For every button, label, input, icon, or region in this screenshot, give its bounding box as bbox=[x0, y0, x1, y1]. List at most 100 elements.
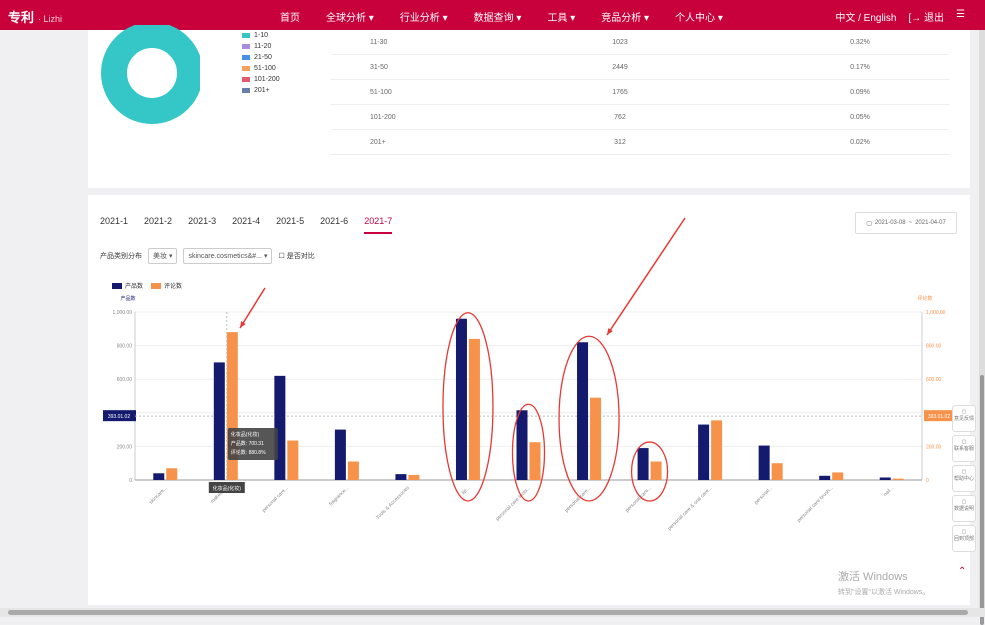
annotation-arrowhead bbox=[240, 321, 246, 328]
bar-reviews[interactable] bbox=[892, 478, 904, 480]
tab-2021-3[interactable]: 2021-3 bbox=[188, 216, 217, 226]
y-axis-label-left: 产品数 bbox=[120, 295, 135, 302]
bar-products[interactable] bbox=[698, 424, 710, 480]
bar-products[interactable] bbox=[758, 445, 770, 480]
bar-products[interactable] bbox=[879, 477, 891, 480]
bar-products[interactable] bbox=[395, 474, 407, 480]
bar-products[interactable] bbox=[153, 473, 165, 480]
bar-reviews[interactable] bbox=[468, 338, 480, 480]
subcategory-select[interactable]: skincare.cosmetics&#... ▾ bbox=[183, 248, 273, 264]
chart-legend: 产品数 评论数 bbox=[112, 281, 182, 290]
y-tick-left: 1,000.00 bbox=[113, 310, 133, 316]
menu-icon[interactable]: ☰ bbox=[956, 9, 965, 20]
bar-reviews[interactable] bbox=[347, 461, 359, 480]
nav-item[interactable]: 竞品分析 ▾ bbox=[601, 13, 650, 24]
table-cell-count: 1023 bbox=[612, 38, 628, 46]
table-cell-pct: 0.32% bbox=[850, 38, 870, 46]
chart-legend-item[interactable]: 评论数 bbox=[151, 281, 182, 290]
side-tool-button[interactable]: ▢ 意见反馈 bbox=[952, 405, 976, 432]
compare-checkbox[interactable]: ☐ 是否对比 bbox=[278, 253, 315, 260]
nav-item[interactable]: 首页 bbox=[280, 13, 300, 24]
bar-products[interactable] bbox=[334, 429, 346, 480]
table-row: 101-200 762 0.05% bbox=[330, 105, 950, 130]
donut-ring bbox=[101, 25, 200, 124]
bar-reviews[interactable] bbox=[408, 474, 420, 480]
bar-products[interactable] bbox=[516, 410, 528, 480]
bar-reviews[interactable] bbox=[529, 442, 541, 480]
y-axis-label-right: 评论数 bbox=[917, 295, 932, 302]
side-tool-button[interactable]: ▢ 联系客服 bbox=[952, 435, 976, 462]
range-table: 11-30 1023 0.32% 31-50 2449 0.17% 51-100 1765 0.… bbox=[330, 30, 950, 155]
tab-2021-6[interactable]: 2021-6 bbox=[320, 216, 349, 226]
range-legend-item: 21-50 bbox=[242, 52, 280, 63]
range-legend-item: 101-200 bbox=[242, 74, 280, 85]
nav-item[interactable]: 数据查询 ▾ bbox=[473, 13, 522, 24]
bar-reviews[interactable] bbox=[771, 463, 783, 480]
tab-2021-1[interactable]: 2021-1 bbox=[100, 216, 129, 226]
y-tick-left: 600.00 bbox=[117, 377, 133, 383]
tab-2021-5[interactable]: 2021-5 bbox=[276, 216, 305, 226]
bar-reviews[interactable] bbox=[226, 332, 238, 480]
bar-products[interactable] bbox=[819, 475, 831, 480]
category-select[interactable]: 美妆 ▾ bbox=[148, 248, 178, 264]
nav-item[interactable]: 工具 ▾ bbox=[547, 13, 576, 24]
chart-legend-item[interactable]: 产品数 bbox=[112, 281, 143, 290]
legend-swatch bbox=[242, 66, 250, 71]
table-cell-range: 201+ bbox=[370, 138, 386, 146]
bar-products[interactable] bbox=[637, 448, 649, 480]
annotation-circle bbox=[630, 441, 669, 502]
bar-reviews[interactable] bbox=[711, 420, 723, 480]
x-tick-label: Tools & Accessories bbox=[375, 485, 411, 521]
y-tick-left: 800.00 bbox=[117, 344, 133, 350]
chart-legend-label: 产品数 bbox=[125, 284, 144, 290]
tooltip bbox=[227, 428, 278, 460]
calendar-icon: ▢ bbox=[866, 220, 872, 227]
table-cell-pct: 0.09% bbox=[850, 88, 870, 96]
bar-reviews[interactable] bbox=[650, 461, 662, 480]
tab-2021-4[interactable]: 2021-4 bbox=[232, 216, 261, 226]
x-axis-tag bbox=[208, 482, 245, 493]
bar-products[interactable] bbox=[274, 375, 286, 480]
side-tool-button[interactable]: ▢ 帮助中心 bbox=[952, 465, 976, 492]
y-tick-right: 1,000.00 bbox=[926, 310, 946, 316]
x-tick-label: lip... bbox=[461, 485, 472, 496]
tab-2021-7[interactable]: 2021-7 bbox=[364, 216, 393, 234]
bar-products[interactable] bbox=[455, 318, 467, 480]
side-tool-button[interactable]: ▢ 回到顶部 bbox=[952, 525, 976, 552]
range-legend-label: 21-50 bbox=[254, 54, 272, 61]
annotation-arrow bbox=[606, 217, 686, 336]
y-tick-right: 0 bbox=[926, 478, 929, 484]
annotation-circle bbox=[558, 335, 620, 502]
y-tick-right: 800.00 bbox=[926, 344, 942, 350]
donut-chart bbox=[101, 25, 200, 124]
nav-item[interactable]: 个人中心 ▾ bbox=[675, 13, 723, 24]
y-tick-right: 600.00 bbox=[926, 377, 942, 383]
nav-item[interactable]: 行业分析 ▾ bbox=[399, 13, 448, 24]
bar-reviews[interactable] bbox=[166, 468, 178, 480]
language-switch[interactable]: 中文 / English bbox=[835, 13, 897, 24]
date-range-picker[interactable]: ▢ 2021-03-08 ~2021-04-07 bbox=[855, 212, 957, 234]
vertical-scrollbar[interactable] bbox=[979, 30, 985, 625]
side-tool-button[interactable]: ▢ 数据说明 bbox=[952, 495, 976, 522]
logo[interactable]: 专利 · Lizhi bbox=[8, 10, 63, 25]
tab-2021-2[interactable]: 2021-2 bbox=[144, 216, 173, 226]
side-tool-label: 数据说明 bbox=[953, 506, 974, 512]
legend-swatch bbox=[242, 88, 250, 93]
tooltip-line-products: 产品数: 700.31 bbox=[231, 440, 264, 447]
bar-reviews[interactable] bbox=[832, 472, 844, 480]
table-row: 11-30 1023 0.32% bbox=[330, 30, 950, 55]
horizontal-scrollbar[interactable] bbox=[0, 608, 985, 617]
chevron-up-icon[interactable]: ⌃ bbox=[958, 566, 967, 577]
x-tick-label: personal care... bbox=[624, 485, 653, 514]
bar-products[interactable] bbox=[577, 342, 589, 480]
tooltip-line-reviews: 评论数: 880.8% bbox=[231, 449, 266, 456]
bar-reviews[interactable] bbox=[590, 397, 602, 480]
table-cell-count: 762 bbox=[614, 113, 626, 121]
side-tool-label: 回到顶部 bbox=[953, 536, 974, 542]
bar-reviews[interactable] bbox=[287, 440, 299, 480]
logout-button[interactable]: [→ 退出 bbox=[908, 13, 945, 24]
x-tick-label: fragrance... bbox=[328, 485, 350, 507]
nav-item[interactable]: 全球分析 ▾ bbox=[326, 13, 374, 24]
bar-products[interactable] bbox=[213, 362, 225, 480]
windows-activation-watermark: 激活 Windows 转到"设置"以激活 Windows。 bbox=[838, 571, 930, 596]
